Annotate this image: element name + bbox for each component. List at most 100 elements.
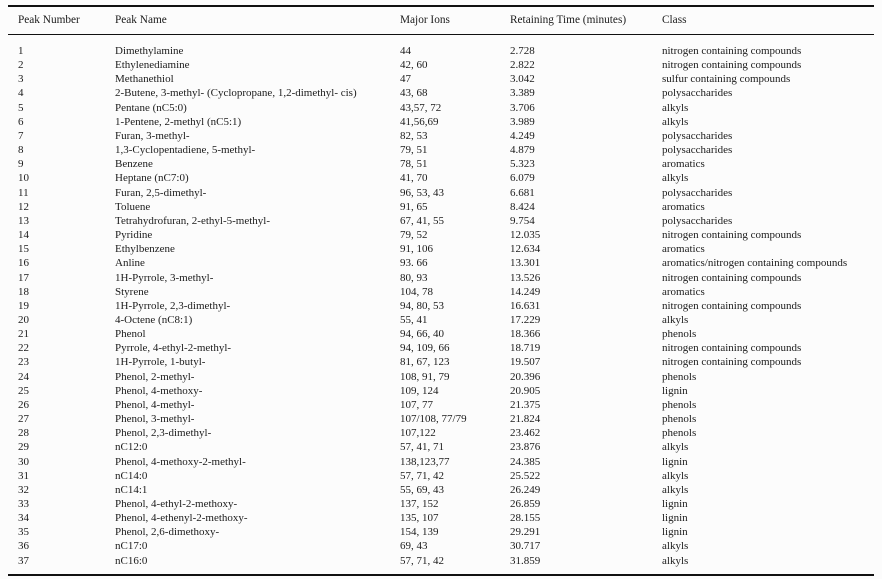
cell-peak-name: Phenol, 4-methyl- xyxy=(115,398,195,411)
cell-class: lignin xyxy=(662,526,688,539)
cell-major-ions: 47 xyxy=(400,73,411,86)
cell-major-ions: 135, 107 xyxy=(400,512,439,525)
cell-retaining-time: 28.155 xyxy=(510,512,541,525)
cell-peak-name: 1-Pentene, 2-methyl (nC5:1) xyxy=(115,115,242,128)
cell-major-ions: 94, 80, 53 xyxy=(400,299,444,312)
table-row: 35 Phenol, 2,6-dimethoxy- 154, 139 29.291 li… xyxy=(8,525,874,539)
cell-peak-name: Dimethylamine xyxy=(115,45,184,57)
cell-retaining-time: 17.229 xyxy=(510,313,541,326)
cell-major-ions: 43, 68 xyxy=(400,87,428,100)
cell-peak-number: 17 xyxy=(18,271,29,284)
cell-peak-name: nC14:0 xyxy=(115,469,148,482)
cell-class: lignin xyxy=(662,384,688,397)
cell-peak-number: 7 xyxy=(18,129,24,142)
cell-class: nitrogen containing compounds xyxy=(662,271,802,284)
cell-major-ions: 107/108, 77/79 xyxy=(400,413,467,426)
cell-retaining-time: 14.249 xyxy=(510,285,541,298)
cell-peak-number: 16 xyxy=(18,257,29,270)
cell-retaining-time: 18.719 xyxy=(510,342,541,355)
cell-retaining-time: 31.859 xyxy=(510,554,541,567)
table-row: 4 2-Butene, 3-methyl- (Cyclopropane, 1,2-… xyxy=(8,86,874,100)
table-row: 13 Tetrahydrofuran, 2-ethyl-5-methyl- 67, … xyxy=(8,214,874,228)
cell-peak-name: Phenol, 3-methyl- xyxy=(115,413,195,426)
table-row: 6 1-Pentene, 2-methyl (nC5:1) 41,56,69 3.98… xyxy=(8,115,874,129)
cell-peak-number: 32 xyxy=(18,483,29,496)
cell-peak-name: 1H-Pyrrole, 2,3-dimethyl- xyxy=(115,299,231,312)
cell-class: nitrogen containing compounds xyxy=(662,299,802,312)
cell-retaining-time: 20.905 xyxy=(510,384,541,397)
cell-peak-number: 10 xyxy=(18,172,29,185)
table-row: 2 Ethylenediamine 42, 60 2.822 nitrogen cont… xyxy=(8,58,874,72)
cell-peak-name: 1H-Pyrrole, 1-butyl- xyxy=(115,356,206,369)
cell-peak-number: 6 xyxy=(18,115,24,128)
cell-class: polysaccharides xyxy=(662,144,733,157)
cell-class: alkyls xyxy=(662,540,689,553)
cell-peak-name: Benzene xyxy=(115,158,153,171)
cell-major-ions: 96, 53, 43 xyxy=(400,186,444,199)
cell-major-ions: 69, 43 xyxy=(400,540,428,553)
column-header-peak-name: Peak Name xyxy=(105,6,390,35)
cell-class: alkyls xyxy=(662,483,689,496)
cell-peak-number: 36 xyxy=(18,540,29,553)
cell-major-ions: 55, 41 xyxy=(400,313,428,326)
cell-major-ions: 107, 77 xyxy=(400,398,433,411)
cell-class: aromatics xyxy=(662,243,705,256)
cell-major-ions: 57, 41, 71 xyxy=(400,441,444,454)
cell-class: aromatics/nitrogen containing compounds xyxy=(662,257,848,270)
cell-peak-number: 8 xyxy=(18,144,24,157)
table-row: 17 1H-Pyrrole, 3-methyl- 80, 93 13.526 nitro… xyxy=(8,271,874,285)
cell-major-ions: 57, 71, 42 xyxy=(400,469,444,482)
cell-retaining-time: 4.879 xyxy=(510,144,535,157)
table-row: 27 Phenol, 3-methyl- 107/108, 77/79 21.824 p… xyxy=(8,412,874,426)
cell-major-ions: 43,57, 72 xyxy=(400,101,442,114)
cell-retaining-time: 12.035 xyxy=(510,229,541,242)
cell-retaining-time: 23.462 xyxy=(510,427,541,440)
cell-peak-name: nC12:0 xyxy=(115,441,148,454)
table-row: 29 nC12:0 57, 41, 71 23.876 alkyls xyxy=(8,440,874,454)
table-row: 10 Heptane (nC7:0) 41, 70 6.079 alkyls xyxy=(8,171,874,185)
table-row: 18 Styrene 104, 78 14.249 aromatics xyxy=(8,285,874,299)
cell-retaining-time: 6.681 xyxy=(510,186,535,199)
cell-class: polysaccharides xyxy=(662,186,733,199)
cell-peak-number: 4 xyxy=(18,87,24,100)
cell-major-ions: 80, 93 xyxy=(400,271,428,284)
cell-major-ions: 44 xyxy=(400,45,411,57)
table-row: 1 Dimethylamine 44 2.728 nitrogen containing… xyxy=(8,35,874,59)
cell-peak-number: 37 xyxy=(18,554,29,567)
cell-major-ions: 93. 66 xyxy=(400,257,428,270)
cell-retaining-time: 30.717 xyxy=(510,540,541,553)
cell-peak-name: 1,3-Cyclopentadiene, 5-methyl- xyxy=(115,144,256,157)
cell-peak-number: 33 xyxy=(18,498,29,510)
table-row: 25 Phenol, 4-methoxy- 109, 124 20.905 lignin xyxy=(8,384,874,398)
cell-retaining-time: 12.634 xyxy=(510,243,541,256)
cell-retaining-time: 21.375 xyxy=(510,398,541,411)
cell-major-ions: 41, 70 xyxy=(400,172,428,185)
cell-major-ions: 138,123,77 xyxy=(400,455,450,468)
cell-peak-number: 34 xyxy=(18,512,29,525)
cell-peak-number: 11 xyxy=(18,186,29,199)
cell-major-ions: 55, 69, 43 xyxy=(400,483,444,496)
cell-major-ions: 108, 91, 79 xyxy=(400,370,450,383)
cell-peak-name: Ethylenediamine xyxy=(115,59,190,72)
cell-peak-name: Ethylbenzene xyxy=(115,243,175,256)
cell-class: alkyls xyxy=(662,101,689,114)
cell-peak-name: Styrene xyxy=(115,285,149,298)
cell-peak-number: 21 xyxy=(18,328,29,341)
cell-peak-number: 5 xyxy=(18,101,24,114)
cell-peak-number: 30 xyxy=(18,455,29,468)
cell-peak-number: 14 xyxy=(18,229,29,242)
cell-major-ions: 154, 139 xyxy=(400,526,439,539)
cell-retaining-time: 5.323 xyxy=(510,158,535,171)
cell-class: nitrogen containing compounds xyxy=(662,59,802,72)
cell-peak-name: Toluene xyxy=(115,200,151,213)
cell-peak-number: 18 xyxy=(18,285,29,298)
cell-peak-name: Methanethiol xyxy=(115,73,174,86)
column-header-retaining-time: Retaining Time (minutes) xyxy=(500,6,652,35)
cell-retaining-time: 6.079 xyxy=(510,172,535,185)
cell-major-ions: 91, 106 xyxy=(400,243,433,256)
cell-retaining-time: 26.249 xyxy=(510,483,541,496)
cell-retaining-time: 19.507 xyxy=(510,356,541,369)
cell-peak-name: Phenol xyxy=(115,328,146,341)
cell-peak-name: 4-Octene (nC8:1) xyxy=(115,313,193,326)
cell-major-ions: 94, 66, 40 xyxy=(400,328,444,341)
